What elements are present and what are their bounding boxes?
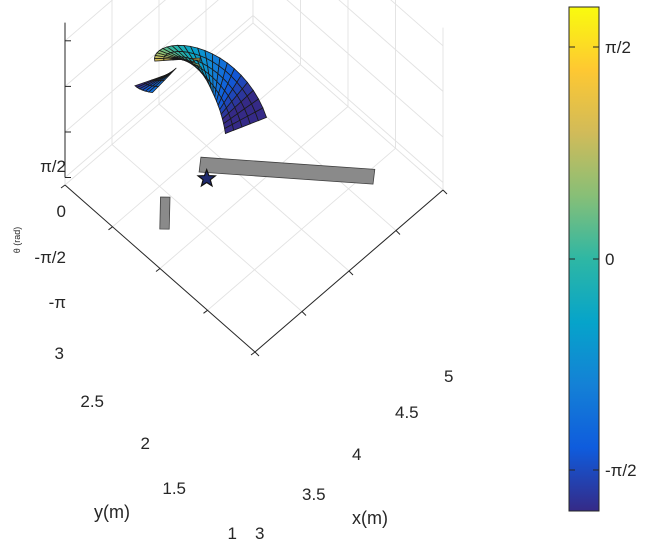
z-tick-label: -π [49, 293, 66, 312]
y-tick-mark [203, 309, 208, 314]
x-tick-label: 4 [352, 445, 361, 464]
surface-patch [154, 57, 165, 62]
x-axis-label: x(m) [352, 508, 388, 528]
y-tick-mark [250, 351, 256, 356]
back-wall-grid-line [64, 0, 114, 42]
y-tick-mark [60, 184, 66, 189]
y-axis-label: y(m) [94, 502, 130, 522]
y-tick-mark [108, 226, 113, 231]
z-tick-label: -π/2 [34, 248, 66, 267]
surface-patch [172, 58, 183, 61]
colorbar-tick-label: -π/2 [605, 461, 637, 480]
x-tick-mark [301, 311, 307, 316]
colorbar-tick-label: π/2 [605, 38, 631, 57]
heading-surface [134, 44, 268, 135]
obstacle-block [159, 196, 171, 230]
x-tick-mark [395, 230, 401, 235]
side-wall-grid-line [252, 15, 444, 183]
side-wall-grid-line [338, 0, 444, 92]
x-axis-ticks: 3 3.5 4 4.5 5 [255, 367, 453, 543]
x-tick-mark [254, 351, 260, 357]
y-tick-label: 2 [141, 434, 150, 453]
y-tick-label: 1 [228, 524, 237, 543]
y-axis-ticks: 3 2.5 2 1.5 1 [55, 344, 237, 543]
back-wall-grid-line [64, 0, 166, 87]
z-tick-label: 0 [57, 202, 66, 221]
surface-patch [147, 85, 160, 94]
z-tick-label: π/2 [40, 157, 66, 176]
floor-grid-line [159, 106, 349, 269]
colorbar-tick-label: 0 [605, 250, 614, 269]
x-tick-label: 3 [255, 524, 264, 543]
surface-patch [224, 123, 235, 135]
x-tick-label: 5 [444, 367, 453, 386]
y-tick-label: 2.5 [80, 392, 104, 411]
y-tick-label: 1.5 [162, 479, 186, 498]
back-wall-grid-line [64, 15, 254, 178]
colorbar-ticks [569, 46, 599, 471]
x-tick-mark [442, 189, 448, 195]
z-axis-label: θ (rad) [12, 227, 22, 254]
x-tick-label: 4.5 [395, 403, 419, 422]
x-tick-mark [348, 270, 354, 276]
floor-grid-line [112, 64, 301, 228]
y-tick-label: 3 [55, 344, 64, 363]
side-wall-grid-line [390, 0, 444, 47]
y-tick-mark [155, 268, 161, 272]
obstacles [159, 156, 376, 230]
x-tick-label: 3.5 [302, 485, 326, 504]
side-wall-grid-line [286, 0, 444, 138]
z-axis-ticks: π/2 0 -π/2 -π [34, 157, 66, 312]
axis-lines [60, 22, 448, 357]
start-star-marker [196, 167, 217, 188]
surface-patch [163, 58, 174, 61]
obstacle-bar [198, 156, 376, 185]
